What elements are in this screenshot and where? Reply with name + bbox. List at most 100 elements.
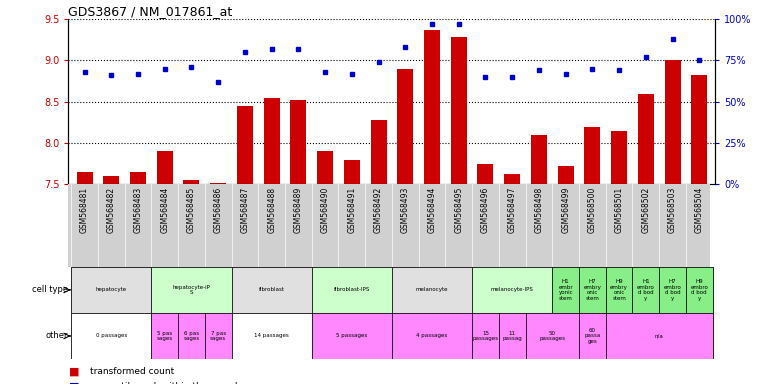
Bar	[659, 267, 686, 313]
Text: 6 pas
sages: 6 pas sages	[183, 331, 199, 341]
Bar	[472, 267, 552, 313]
Bar	[632, 267, 659, 313]
Bar	[151, 267, 231, 313]
Text: 15
passages: 15 passages	[473, 331, 498, 341]
Bar	[552, 267, 579, 313]
Text: transformed count: transformed count	[90, 367, 174, 376]
Bar	[558, 166, 574, 184]
Text: ■: ■	[68, 382, 79, 384]
Text: GSM568490: GSM568490	[320, 187, 330, 233]
Bar	[392, 313, 472, 359]
Bar	[664, 61, 680, 184]
Bar	[312, 267, 392, 313]
Text: GSM568499: GSM568499	[561, 187, 570, 233]
Text: hepatocyte-iP
S: hepatocyte-iP S	[173, 285, 210, 295]
Text: 11
passag: 11 passag	[502, 331, 522, 341]
Text: n/a: n/a	[654, 333, 664, 339]
Bar	[392, 267, 472, 313]
Bar	[130, 172, 146, 184]
Bar	[606, 313, 712, 359]
Text: hepatocyte: hepatocyte	[96, 287, 127, 293]
Bar	[344, 160, 360, 184]
Text: ■: ■	[68, 367, 79, 377]
Text: GSM568487: GSM568487	[240, 187, 250, 233]
Text: 60
passa
ges: 60 passa ges	[584, 328, 600, 344]
Text: 14 passages: 14 passages	[254, 333, 289, 339]
Text: GSM568504: GSM568504	[695, 187, 704, 233]
Text: H1
embr
yonic
stem: H1 embr yonic stem	[559, 279, 573, 301]
Text: other: other	[46, 331, 68, 341]
Text: GSM568497: GSM568497	[508, 187, 517, 233]
Text: GSM568502: GSM568502	[642, 187, 651, 233]
Bar	[263, 98, 279, 184]
Text: 5 passages: 5 passages	[336, 333, 368, 339]
Text: GSM568485: GSM568485	[187, 187, 196, 233]
Bar	[312, 313, 392, 359]
Bar	[151, 313, 178, 359]
Bar	[584, 127, 600, 184]
Text: GSM568484: GSM568484	[161, 187, 169, 233]
Text: H7
embro
d bod
y: H7 embro d bod y	[664, 279, 682, 301]
Bar	[210, 183, 226, 184]
Text: GSM568489: GSM568489	[294, 187, 303, 233]
Text: GSM568494: GSM568494	[428, 187, 437, 233]
Text: GSM568501: GSM568501	[615, 187, 623, 233]
Bar	[611, 131, 627, 184]
Text: 4 passages: 4 passages	[416, 333, 447, 339]
Text: GSM568483: GSM568483	[133, 187, 142, 233]
Text: H9
embry
onic
stem: H9 embry onic stem	[610, 279, 628, 301]
Bar	[579, 313, 606, 359]
Text: 5 pas
sages: 5 pas sages	[157, 331, 173, 341]
Text: GSM568498: GSM568498	[534, 187, 543, 233]
Bar	[157, 151, 173, 184]
Bar	[638, 94, 654, 184]
Text: GSM568492: GSM568492	[374, 187, 383, 233]
Bar	[231, 267, 312, 313]
Text: GSM568491: GSM568491	[347, 187, 356, 233]
Bar	[498, 313, 526, 359]
Text: fibroblast: fibroblast	[259, 287, 285, 293]
Bar	[579, 267, 606, 313]
Bar	[291, 100, 307, 184]
Text: H1
embro
d bod
y: H1 embro d bod y	[637, 279, 654, 301]
Text: GSM568481: GSM568481	[80, 187, 89, 233]
Bar	[531, 135, 547, 184]
Bar	[691, 75, 707, 184]
Bar	[77, 172, 93, 184]
Text: GSM568495: GSM568495	[454, 187, 463, 233]
Bar	[477, 164, 493, 184]
Text: cell type: cell type	[32, 285, 68, 295]
Text: GSM568493: GSM568493	[401, 187, 409, 233]
Bar	[205, 313, 231, 359]
Text: fibroblast-IPS: fibroblast-IPS	[333, 287, 370, 293]
Text: GSM568500: GSM568500	[588, 187, 597, 233]
Text: GDS3867 / NM_017861_at: GDS3867 / NM_017861_at	[68, 5, 233, 18]
Bar	[472, 313, 498, 359]
Bar	[505, 174, 521, 184]
Bar	[103, 176, 119, 184]
Text: percentile rank within the sample: percentile rank within the sample	[90, 382, 243, 384]
Bar	[178, 313, 205, 359]
Bar	[231, 313, 312, 359]
Bar	[451, 37, 466, 184]
Text: GSM568503: GSM568503	[668, 187, 677, 233]
Bar	[371, 120, 387, 184]
Text: GSM568486: GSM568486	[214, 187, 223, 233]
Text: 7 pas
sages: 7 pas sages	[210, 331, 226, 341]
Bar	[606, 267, 632, 313]
Bar	[237, 106, 253, 184]
Text: H9
embro
d bod
y: H9 embro d bod y	[690, 279, 708, 301]
Bar	[424, 30, 440, 184]
Bar	[72, 267, 151, 313]
Text: melanocyte: melanocyte	[416, 287, 448, 293]
Bar	[397, 69, 413, 184]
Text: 50
passages: 50 passages	[540, 331, 565, 341]
Text: GSM568482: GSM568482	[107, 187, 116, 233]
Text: melanocyte-IPS: melanocyte-IPS	[491, 287, 533, 293]
Bar	[72, 313, 151, 359]
Text: GSM568496: GSM568496	[481, 187, 490, 233]
Bar	[183, 180, 199, 184]
Text: GSM568488: GSM568488	[267, 187, 276, 233]
Text: 0 passages: 0 passages	[96, 333, 127, 339]
Text: H7
embry
onic
stem: H7 embry onic stem	[584, 279, 601, 301]
